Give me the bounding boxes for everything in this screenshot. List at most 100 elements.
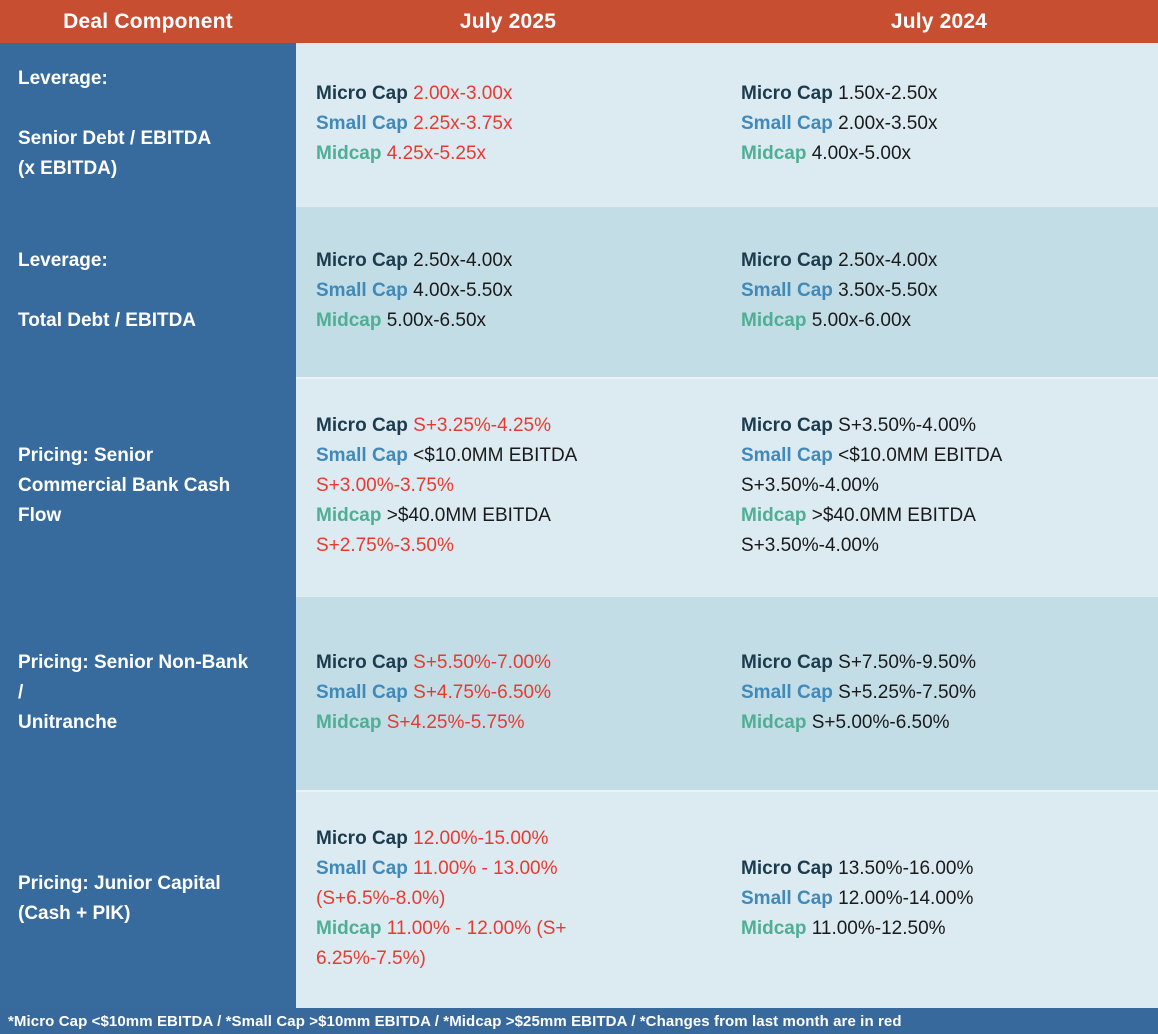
tier-line: Midcap 11.00% - 12.00% (S+ 6.25%-7.5%) — [316, 914, 674, 974]
tier-line: Midcap 5.00x-6.00x — [741, 306, 1111, 336]
component-cell: Pricing: Junior Capital (Cash + PIK) — [0, 790, 296, 1008]
footnote-bar: *Micro Cap <$10mm EBITDA / *Small Cap >$… — [0, 1008, 1158, 1034]
table-row: Pricing: Junior Capital (Cash + PIK) Micr… — [0, 790, 1158, 1008]
tier-label: Micro Cap — [316, 828, 408, 849]
component-cell: Pricing: Senior Non-Bank / Unitranche — [0, 595, 296, 790]
header-cell-deal-component: Deal Component — [63, 9, 233, 33]
table-body: Leverage: Senior Debt / EBITDA (x EBITDA)… — [0, 43, 1158, 1008]
footnote-text: *Micro Cap <$10mm EBITDA / *Small Cap >$… — [8, 1012, 902, 1030]
tier-line: Small Cap S+4.75%-6.50% — [316, 678, 674, 708]
table-header: Deal Component July 2025 July 2024 — [0, 0, 1158, 43]
tier-line: Small Cap 12.00%-14.00% — [741, 884, 1111, 914]
table-row: Pricing: Senior Non-Bank / Unitranche Mic… — [0, 595, 1158, 790]
tier-label: Small Cap — [316, 445, 408, 466]
tier-label: Small Cap — [316, 280, 408, 301]
value-segment: >$40.0MM EBITDA S+3.50%-4.00% — [741, 505, 975, 556]
tier-line: Small Cap 3.50x-5.50x — [741, 276, 1111, 306]
data-cell-july-2024: Micro Cap 13.50%-16.00% Small Cap 12.00%-… — [720, 790, 1158, 1008]
data-cell-july-2024: Micro Cap S+7.50%-9.50% Small Cap S+5.25%… — [720, 595, 1158, 790]
table-row: Leverage: Senior Debt / EBITDA (x EBITDA)… — [0, 43, 1158, 205]
value-segment: 11.00% - 12.00% (S+ 6.25%-7.5%) — [316, 918, 567, 969]
tier-line: Small Cap S+5.25%-7.50% — [741, 678, 1111, 708]
tier-line: Micro Cap 12.00%-15.00% — [316, 824, 674, 854]
value-segment: 4.00x-5.00x — [811, 143, 912, 164]
tier-line: Midcap >$40.0MM EBITDA S+2.75%-3.50% — [316, 501, 674, 561]
tier-label: Micro Cap — [741, 415, 833, 436]
value-segment: 3.50x-5.50x — [838, 280, 938, 301]
tier-line: Small Cap 2.25x-3.75x — [316, 109, 674, 139]
tier-line: Micro Cap 1.50x-2.50x — [741, 79, 1111, 109]
tier-line: Micro Cap S+3.50%-4.00% — [741, 411, 1111, 441]
tier-line: Midcap S+5.00%-6.50% — [741, 708, 1111, 738]
component-title: Leverage: — [18, 250, 108, 271]
value-segment: S+3.50%-4.00% — [838, 415, 976, 436]
value-segment: >$40.0MM EBITDA — [386, 505, 550, 526]
value-segment: 4.00x-5.50x — [413, 280, 513, 301]
data-cell-july-2024: Micro Cap 1.50x-2.50x Small Cap 2.00x-3.5… — [720, 43, 1158, 205]
tier-label: Micro Cap — [741, 651, 833, 673]
tier-label: Midcap — [316, 505, 382, 526]
value-segment: <$10.0MM EBITDA S+3.50%-4.00% — [741, 445, 1002, 496]
tier-label: Midcap — [741, 505, 807, 526]
tier-label: Small Cap — [316, 113, 408, 134]
tier-line: Small Cap 4.00x-5.50x — [316, 276, 674, 306]
value-segment: S+2.75%-3.50% — [316, 535, 454, 556]
value-segment: 2.50x-4.00x — [838, 250, 938, 271]
tier-label: Midcap — [316, 143, 382, 164]
tier-label: Midcap — [316, 711, 382, 733]
component-title: Pricing: Senior Commercial Bank Cash Flo… — [18, 445, 231, 526]
tier-label: Small Cap — [741, 445, 833, 466]
tier-label: Midcap — [741, 143, 807, 164]
tier-line: Midcap >$40.0MM EBITDA S+3.50%-4.00% — [741, 501, 1111, 561]
component-cell: Leverage: Senior Debt / EBITDA (x EBITDA) — [0, 43, 296, 205]
tier-label: Small Cap — [741, 280, 833, 301]
tier-label: Small Cap — [316, 681, 408, 703]
tier-label: Midcap — [741, 711, 807, 733]
tier-line: Small Cap 11.00% - 13.00% (S+6.5%-8.0%) — [316, 854, 674, 914]
component-title: Leverage: — [18, 68, 108, 89]
tier-label: Midcap — [316, 918, 382, 939]
value-segment: 4.25x-5.25x — [386, 143, 487, 164]
tier-label: Micro Cap — [316, 651, 408, 673]
value-segment: 2.00x-3.50x — [838, 113, 938, 134]
tier-label: Midcap — [741, 310, 807, 331]
tier-label: Midcap — [316, 310, 382, 331]
data-cell-july-2025: Micro Cap S+3.25%-4.25% Small Cap <$10.0M… — [296, 377, 720, 595]
tier-line: Micro Cap S+5.50%-7.00% — [316, 648, 674, 678]
value-segment: <$10.0MM EBITDA — [413, 445, 577, 466]
value-segment: S+3.25%-4.25% — [413, 415, 551, 436]
value-segment: S+4.25%-5.75% — [386, 711, 525, 733]
value-segment: S+5.25%-7.50% — [838, 681, 976, 703]
tier-label: Micro Cap — [741, 250, 833, 271]
tier-line: Midcap 5.00x-6.50x — [316, 306, 674, 336]
tier-line: Midcap 4.25x-5.25x — [316, 139, 674, 169]
tier-line: Midcap 11.00%-12.50% — [741, 914, 1111, 944]
component-cell: Leverage: Total Debt / EBITDA — [0, 205, 296, 377]
data-cell-july-2024: Micro Cap S+3.50%-4.00% Small Cap <$10.0M… — [720, 377, 1158, 595]
value-segment: 2.00x-3.00x — [413, 83, 513, 104]
component-cell: Pricing: Senior Commercial Bank Cash Flo… — [0, 377, 296, 595]
component-subtitle: Senior Debt / EBITDA (x EBITDA) — [18, 128, 212, 179]
tier-line: Micro Cap S+7.50%-9.50% — [741, 648, 1111, 678]
tier-label: Micro Cap — [316, 83, 408, 104]
tier-line: Micro Cap 2.00x-3.00x — [316, 79, 674, 109]
value-segment: S+7.50%-9.50% — [838, 651, 976, 673]
tier-label: Midcap — [741, 918, 807, 939]
tier-label: Micro Cap — [316, 250, 408, 271]
tier-line: Micro Cap S+3.25%-4.25% — [316, 411, 674, 441]
value-segment: 12.00%-15.00% — [413, 828, 549, 849]
value-segment: 5.00x-6.50x — [386, 310, 487, 331]
tier-line: Small Cap 2.00x-3.50x — [741, 109, 1111, 139]
tier-label: Small Cap — [316, 858, 408, 879]
data-cell-july-2025: Micro Cap S+5.50%-7.00% Small Cap S+4.75%… — [296, 595, 720, 790]
value-segment: 2.25x-3.75x — [413, 113, 513, 134]
value-segment: 11.00% - 13.00% (S+6.5%-8.0%) — [316, 858, 558, 909]
tier-line: Midcap 4.00x-5.00x — [741, 139, 1111, 169]
value-segment: S+5.50%-7.00% — [413, 651, 551, 673]
value-segment: S+4.75%-6.50% — [413, 681, 551, 703]
value-segment: 13.50%-16.00% — [838, 858, 974, 879]
component-subtitle: Total Debt / EBITDA — [18, 310, 197, 331]
value-segment: 11.00%-12.50% — [811, 918, 946, 939]
tier-line: Micro Cap 13.50%-16.00% — [741, 854, 1111, 884]
